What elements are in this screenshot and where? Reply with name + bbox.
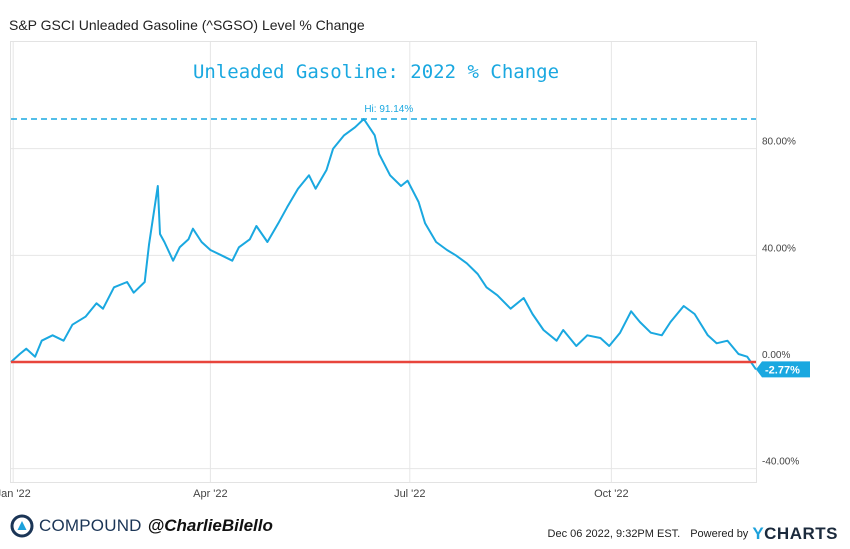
brand-handle: @CharlieBilello [147,516,273,535]
footer: Dec 06 2022, 9:32PM EST. Powered by YCHA… [548,524,838,544]
last-value-tag-bg [756,361,810,378]
chart-title: S&P GSCI Unleaded Gasoline (^SGSO) Level… [9,17,365,33]
compound-logo-icon [10,514,34,538]
footer-date: Dec 06 2022, 9:32PM EST. [547,528,681,540]
brand-name: COMPOUND [39,516,142,535]
last-value-label: -2.77% [765,364,800,376]
series-lines [10,118,757,370]
x-tick-labels: Jan '22 Apr '22 Jul '22 Oct '22 [0,488,629,500]
y-tick-label: 80.00% [762,137,796,148]
high-label: Hi: 91.14% [364,104,413,115]
y-tick-label: -40.00% [762,457,799,468]
series-line [10,118,757,370]
last-value-tag: -2.77% [756,361,810,378]
chart-annotation: Unleaded Gasoline: 2022 % Change [193,61,559,83]
x-tick-label: Jan '22 [0,488,31,500]
y-tick-label: 0.00% [762,350,790,361]
ycharts-logo-text: CHARTS [764,524,838,543]
ycharts-logo-y: Y [752,524,765,543]
y-tick-label: 40.00% [762,243,796,254]
ycharts-logo[interactable]: YCHARTS [752,524,838,544]
y-tick-labels: 80.00% 40.00% 0.00% -40.00% [762,137,799,468]
footer-powered-by: Powered by [690,528,749,540]
x-tick-label: Oct '22 [594,488,629,500]
brand: COMPOUND @CharlieBilello [10,512,273,540]
x-tick-label: Jul '22 [394,488,425,500]
x-tick-label: Apr '22 [193,488,228,500]
plot-area-border [10,41,757,483]
